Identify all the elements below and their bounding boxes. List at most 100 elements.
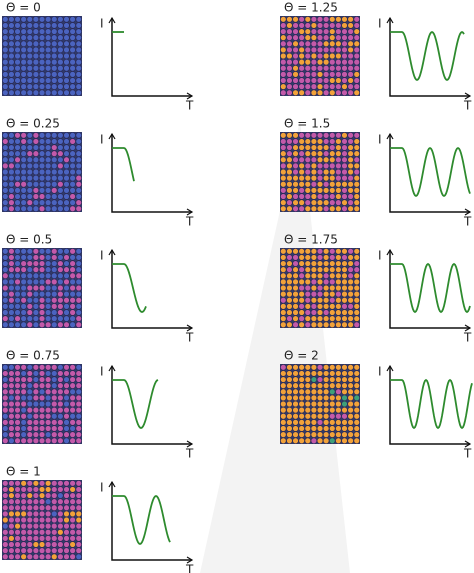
site — [69, 541, 76, 548]
site — [32, 388, 40, 395]
site — [280, 138, 287, 145]
site — [298, 431, 305, 438]
site — [14, 77, 21, 84]
site — [341, 309, 348, 316]
site — [8, 303, 15, 310]
site — [329, 266, 336, 273]
site — [51, 71, 58, 78]
site — [14, 480, 21, 487]
site — [38, 156, 46, 163]
site — [44, 46, 52, 54]
site — [280, 144, 287, 151]
site — [341, 83, 348, 90]
site — [280, 181, 287, 188]
site — [44, 52, 52, 60]
site — [347, 284, 354, 292]
site — [286, 364, 293, 371]
site — [304, 52, 311, 60]
site — [310, 162, 318, 170]
site — [63, 34, 70, 41]
site — [286, 46, 293, 54]
site — [298, 77, 305, 84]
site — [32, 370, 40, 377]
site — [44, 174, 52, 182]
site — [8, 382, 15, 389]
site — [51, 553, 58, 560]
site — [304, 303, 311, 310]
site — [63, 168, 70, 176]
site — [32, 162, 40, 170]
site — [280, 297, 287, 304]
site — [292, 248, 299, 255]
site — [341, 150, 348, 157]
site — [286, 297, 293, 304]
site — [51, 382, 58, 389]
site — [286, 144, 293, 151]
site — [310, 193, 318, 200]
site — [14, 278, 21, 286]
site — [20, 22, 27, 29]
site — [329, 425, 336, 432]
site — [20, 364, 27, 371]
curve — [390, 262, 471, 314]
site — [304, 406, 311, 414]
site — [26, 168, 33, 176]
site — [32, 272, 40, 279]
site — [347, 290, 354, 298]
site — [286, 272, 293, 279]
site — [32, 535, 40, 542]
site — [8, 260, 15, 267]
site — [341, 156, 348, 163]
site — [2, 394, 9, 402]
site — [57, 162, 64, 170]
site — [69, 480, 76, 487]
site — [57, 168, 64, 176]
site — [329, 370, 336, 377]
site — [75, 187, 82, 194]
site — [57, 406, 64, 414]
site — [69, 83, 76, 90]
site — [8, 83, 15, 90]
site — [44, 150, 52, 157]
site — [51, 284, 58, 292]
site — [69, 132, 76, 139]
site — [44, 486, 52, 493]
site — [304, 297, 311, 304]
site — [75, 522, 82, 530]
site — [32, 138, 40, 145]
site — [51, 34, 58, 41]
site — [304, 248, 311, 255]
site — [44, 510, 52, 518]
site — [322, 266, 330, 273]
site — [44, 187, 52, 194]
site — [347, 364, 354, 371]
site — [51, 156, 58, 163]
site — [298, 370, 305, 377]
site — [75, 364, 82, 371]
site — [310, 260, 318, 267]
site — [322, 187, 330, 194]
site — [286, 388, 293, 395]
site — [322, 28, 330, 35]
site — [75, 498, 82, 505]
site — [298, 58, 305, 66]
site — [26, 486, 33, 493]
site — [44, 162, 52, 170]
site — [316, 193, 324, 200]
site — [26, 254, 33, 261]
site — [14, 290, 21, 298]
site — [38, 162, 46, 170]
site — [44, 138, 52, 145]
site — [286, 260, 293, 267]
site — [75, 156, 82, 163]
site — [347, 83, 354, 90]
site — [341, 315, 348, 322]
site — [38, 174, 46, 182]
site — [63, 394, 70, 402]
site — [280, 248, 287, 255]
site — [8, 419, 15, 426]
site — [329, 437, 336, 444]
site — [26, 419, 33, 426]
site — [14, 321, 21, 328]
site — [20, 193, 27, 200]
